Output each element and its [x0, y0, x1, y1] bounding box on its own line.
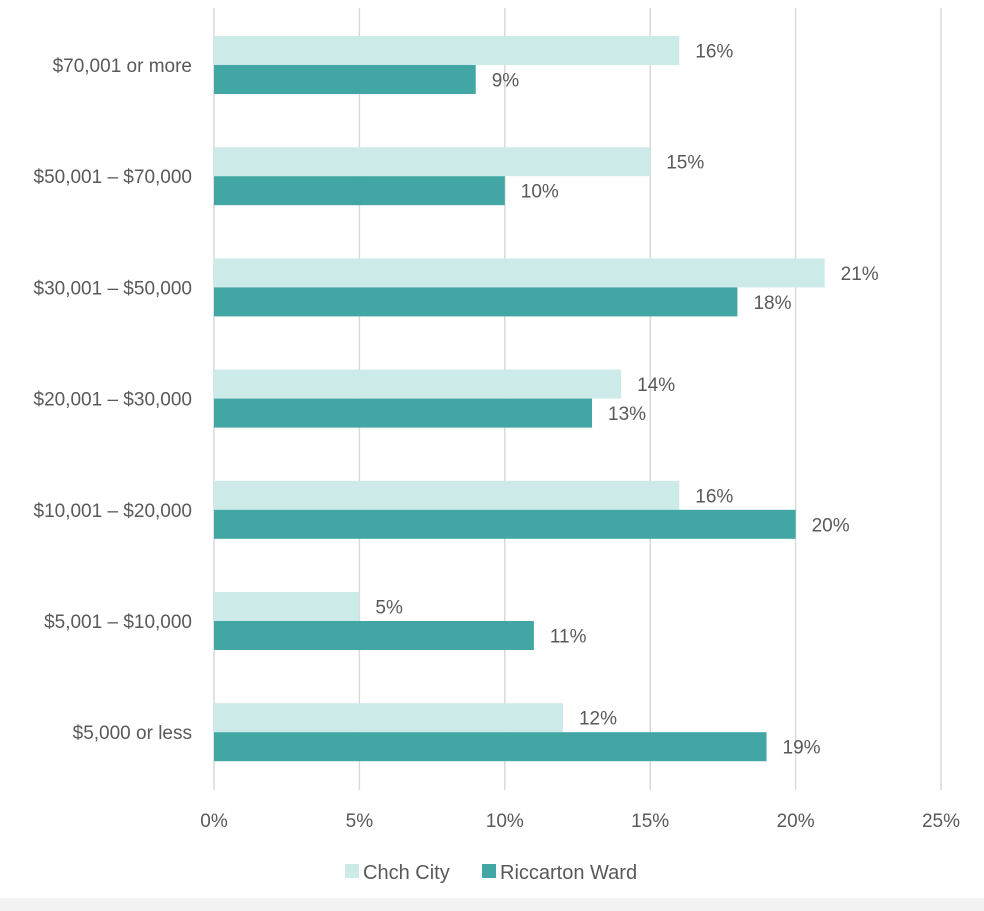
data-label-riccarton-ward: 20% — [812, 515, 850, 536]
category-label: $5,000 or less — [73, 723, 192, 744]
bar-riccarton-ward — [214, 176, 505, 206]
bar-chch-city — [214, 147, 651, 177]
bar-chch-city — [214, 36, 680, 65]
data-label-riccarton-ward: 10% — [521, 182, 559, 203]
bar-riccarton-ward — [214, 509, 796, 539]
bar-chch-city — [214, 703, 563, 733]
x-tick-label: 5% — [346, 811, 374, 832]
bar-chch-city — [214, 369, 622, 399]
category-labels: $70,001 or more $50,001 – $70,000 $30,001 … — [34, 56, 193, 744]
bar-riccarton-ward — [214, 732, 767, 762]
category-label: $20,001 – $30,000 — [34, 390, 193, 411]
legend-label-riccarton-ward: Riccarton Ward — [500, 862, 637, 884]
data-label-chch-city: 16% — [695, 486, 733, 507]
data-label-chch-city: 16% — [695, 42, 733, 63]
x-tick-label: 0% — [200, 811, 228, 832]
x-tick-label: 10% — [486, 811, 524, 832]
bar-chch-city — [214, 258, 825, 288]
data-label-riccarton-ward: 9% — [492, 71, 520, 92]
legend: Chch City Riccarton Ward — [345, 862, 637, 884]
bottom-strip — [0, 898, 984, 911]
x-tick-label: 25% — [922, 811, 960, 832]
category-label: $5,001 – $10,000 — [44, 612, 192, 633]
data-label-riccarton-ward: 13% — [608, 404, 646, 425]
bar-riccarton-ward — [214, 65, 476, 94]
bar-chch-city — [214, 480, 680, 510]
legend-swatch-riccarton-ward — [482, 864, 496, 878]
bar-riccarton-ward — [214, 621, 534, 650]
bar-riccarton-ward — [214, 398, 593, 428]
bar-chch-city — [214, 592, 360, 621]
data-label-riccarton-ward: 18% — [753, 293, 791, 314]
category-label: $70,001 or more — [53, 56, 192, 77]
data-label-chch-city: 14% — [637, 375, 675, 396]
data-label-chch-city: 15% — [666, 153, 704, 174]
x-axis-tick-labels: 0% 5% 10% 15% 20% 25% — [200, 811, 960, 832]
data-label-chch-city: 21% — [841, 264, 879, 285]
category-label: $50,001 – $70,000 — [34, 167, 193, 188]
x-tick-label: 15% — [631, 811, 669, 832]
bars — [214, 36, 825, 762]
data-label-chch-city: 5% — [375, 598, 403, 619]
bar-riccarton-ward — [214, 287, 738, 317]
data-label-riccarton-ward: 19% — [783, 738, 821, 759]
category-label: $10,001 – $20,000 — [34, 501, 193, 522]
data-labels: 16% 9% 15% 10% 21% 18% 14% 13% 16% 20% 5% 11% 12% 19% — [375, 42, 878, 759]
legend-swatch-chch-city — [345, 864, 359, 878]
x-tick-label: 20% — [777, 811, 815, 832]
data-label-chch-city: 12% — [579, 709, 617, 730]
category-label: $30,001 – $50,000 — [34, 278, 193, 299]
data-label-riccarton-ward: 11% — [550, 627, 587, 648]
legend-label-chch-city: Chch City — [363, 862, 450, 884]
